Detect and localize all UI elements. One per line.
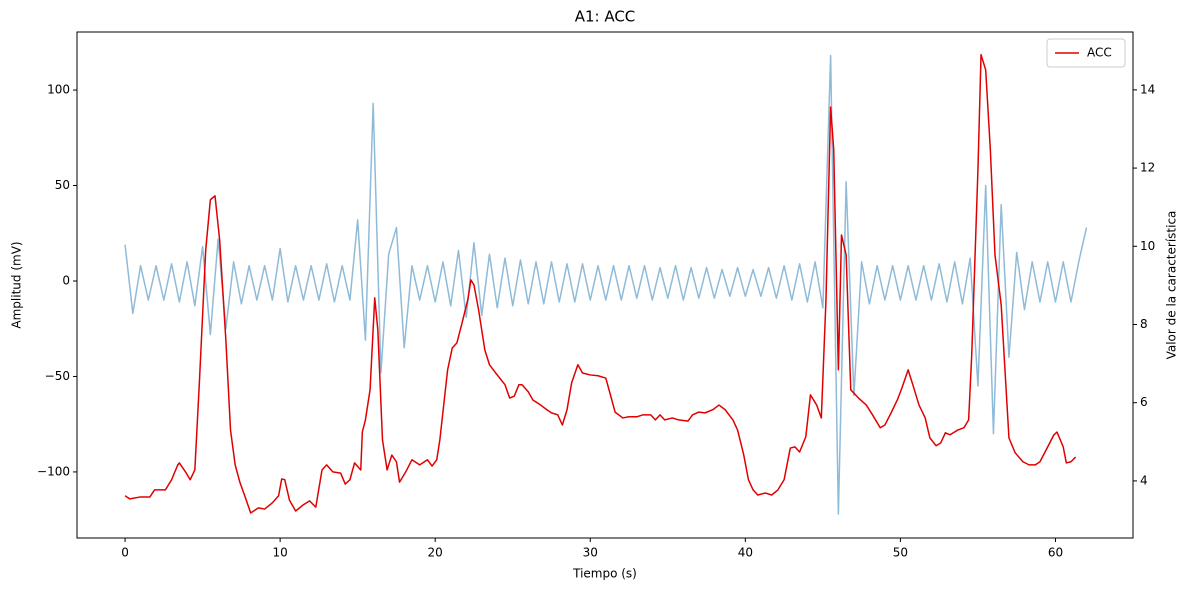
plot-frame [76,31,1134,539]
series-line [124,54,1088,515]
x-tick-label: 30 [583,546,598,560]
x-tick-label: 20 [428,546,443,560]
y2-axis-label: Valor de la característica [1165,211,1179,360]
x-axis-label: Tiempo (s) [572,567,637,581]
y2-tick-label: 14 [1140,82,1155,96]
legend-label: ACC [1087,46,1112,60]
x-tick-label: 50 [893,546,908,560]
series-line [124,53,1077,514]
x-tick-label: 60 [1048,546,1063,560]
y-tick-label: 50 [55,178,70,192]
legend-box [1046,38,1126,68]
y2-tick-label: 4 [1140,473,1148,487]
y-axis-label: Amplitud (mV) [10,241,24,328]
chart-title: A1: ACC [575,8,636,26]
x-tick-label: 10 [272,546,287,560]
y-tick-label: 0 [62,273,70,287]
y-tick-label: −50 [45,369,70,383]
y2-tick-label: 10 [1140,239,1155,253]
y-tick-label: 100 [47,83,70,97]
y2-tick-label: 8 [1140,317,1148,331]
x-tick-label: 40 [738,546,753,560]
x-tick-label: 0 [121,546,129,560]
y-tick-label: −100 [37,464,70,478]
y2-tick-label: 12 [1140,161,1155,175]
y2-tick-label: 6 [1140,395,1148,409]
